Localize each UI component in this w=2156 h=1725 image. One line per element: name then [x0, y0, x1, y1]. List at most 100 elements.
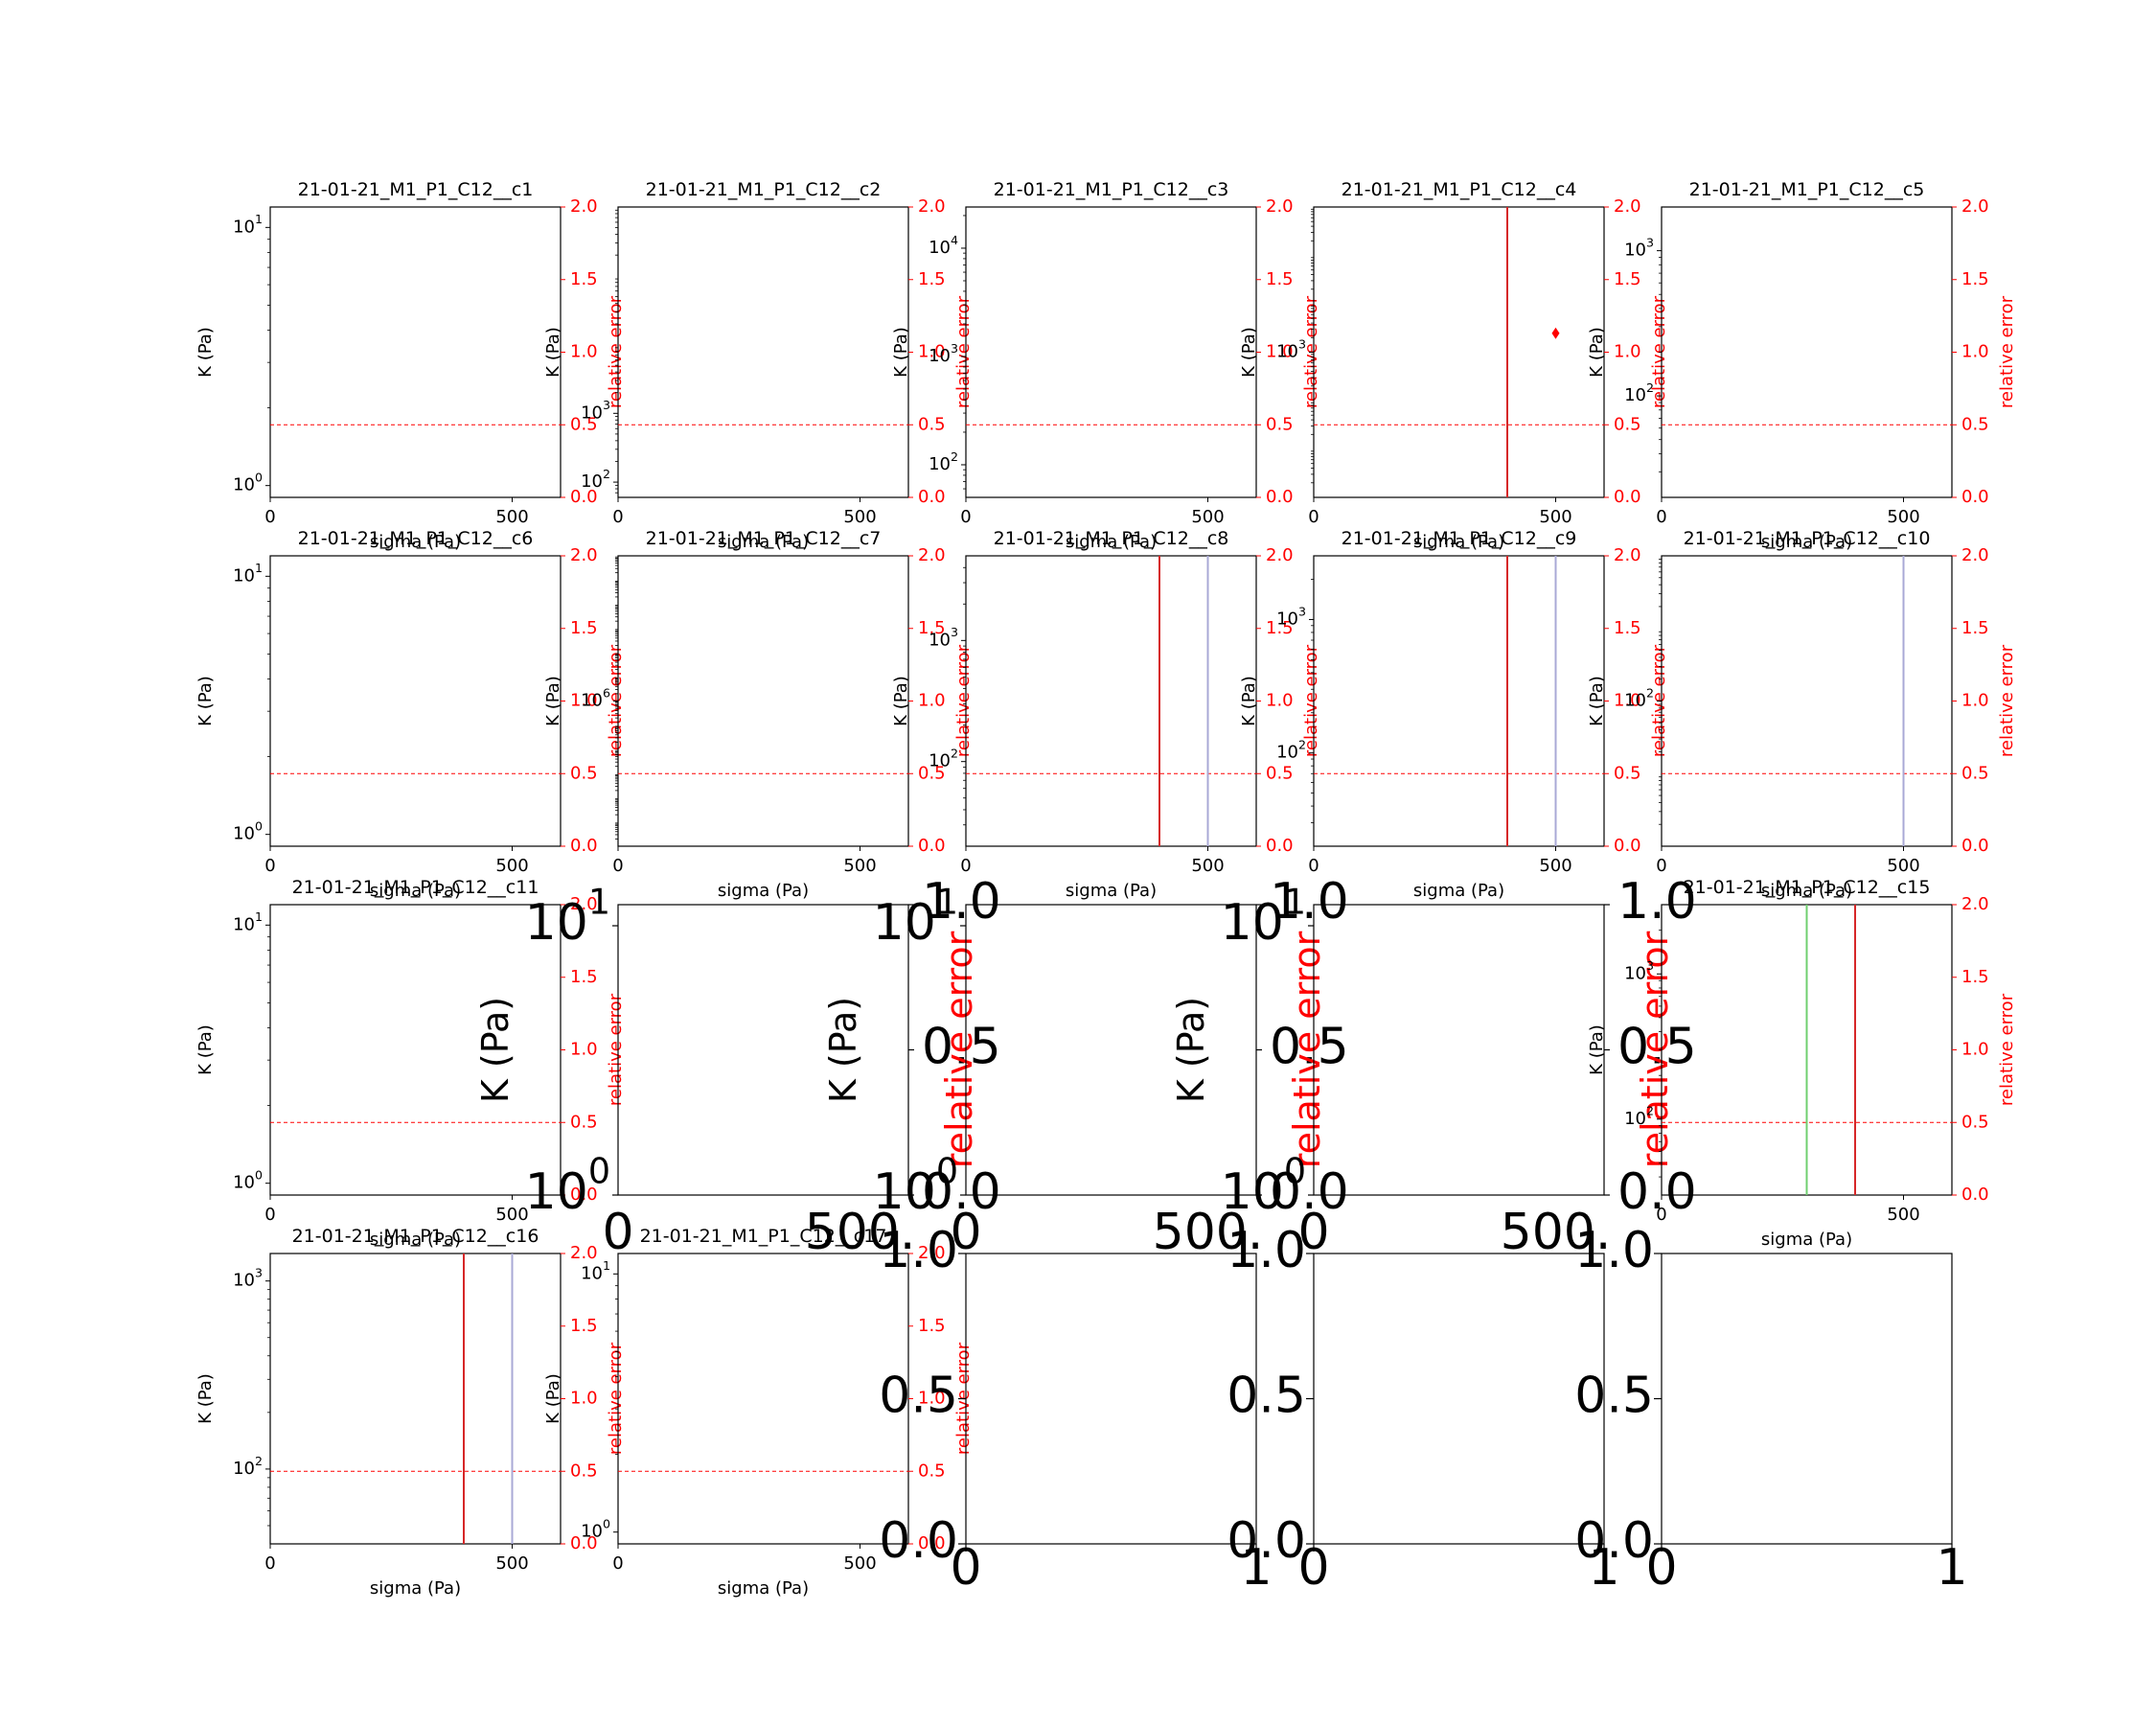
y2tick-label: 0.0 [1617, 1163, 1697, 1221]
subplot-title: 21-01-21_M1_P1_C12__c11 [292, 877, 539, 898]
y2tick-label: 1.5 [1614, 269, 1641, 289]
subplot-11: 21-01-21_M1_P1_C12__c11 100 101 K (Pa) 0.0 0.… [195, 877, 626, 1250]
axes-frame [965, 1253, 1257, 1545]
axes-frame [617, 1253, 909, 1545]
ytick-label: 1.0 [879, 1222, 958, 1279]
xtick-label: 500 [1191, 507, 1224, 527]
subplot-title: 21-01-21_M1_P1_C12__c17 [640, 1226, 887, 1247]
xtick-label: 1 [1240, 1539, 1272, 1597]
axes-frame [1661, 206, 1953, 498]
y2tick-label: 2.0 [918, 196, 946, 217]
y2tick-label: 0.5 [918, 1460, 946, 1481]
ytick-label: 102 [929, 746, 958, 771]
xtick-label: 500. [1153, 1204, 1264, 1261]
xtick-label: 500 [1887, 507, 1919, 527]
y2tick-label: 1.0 [918, 342, 946, 362]
y2tick-label: 2.0 [570, 196, 598, 217]
y2-axis-label: relative error [1286, 931, 1328, 1168]
xtick-label: 500 [495, 1205, 528, 1225]
y2-axis-label: relative error [1997, 644, 2017, 757]
y2tick-label: 0.5 [570, 414, 598, 434]
subplot-title: 21-01-21_M1_P1_C12__c5 [1689, 179, 1925, 200]
y2tick-label: 1.0 [918, 1389, 946, 1409]
xtick-label: 0 [1297, 1539, 1329, 1597]
y2tick-label: 0.5 [1961, 414, 1989, 434]
y2tick-label: 1.0 [1266, 342, 1294, 362]
y-axis-label: K (Pa) [543, 676, 563, 726]
y2tick-label: 1.0 [1961, 1040, 1989, 1060]
error-point [1551, 327, 1560, 339]
xtick-label: 0 [1656, 856, 1666, 876]
subplot-title: 21-01-21_M1_P1_C12__c8 [994, 528, 1229, 549]
y-axis-label: K (Pa) [195, 1024, 216, 1075]
y2tick-label: 2.0 [918, 1243, 946, 1263]
y2tick-label: 2.0 [1961, 196, 1989, 217]
xtick-label: 0 [264, 507, 275, 527]
x-axis-label: sigma (Pa) [1413, 881, 1504, 901]
subplot-3: 21-01-21_M1_P1_C12__c3 102 103 104 K (Pa) 0.0… [891, 179, 1321, 552]
y2tick-label: 0.5 [1270, 1019, 1349, 1076]
axes-frame [1313, 206, 1605, 498]
y-axis-label: K (Pa) [1239, 327, 1259, 378]
subplot-1: 21-01-21_M1_P1_C12__c1 100 101 K (Pa) 0.0 0.5… [195, 179, 626, 552]
y-axis-label: K (Pa) [195, 1373, 216, 1424]
ytick-label: 100 [581, 1516, 610, 1542]
y-axis-label: K (Pa) [474, 997, 516, 1103]
y2tick-label: 0.0 [1270, 1163, 1349, 1221]
subplot-18: 0.0 0.5 1.0 0 1 [879, 1222, 1272, 1597]
ytick-label: 101 [873, 881, 958, 952]
y2tick-label: 1.5 [1961, 967, 1989, 987]
y2tick-label: 0.5 [570, 763, 598, 783]
axes-frame [617, 206, 909, 498]
xtick-label: 0 [960, 856, 971, 876]
subplot-title: 21-01-21_M1_P1_C12__c15 [1684, 877, 1931, 898]
y2tick-label: 0.0 [1614, 487, 1641, 507]
y2tick-label: 0.5 [570, 1112, 598, 1132]
ytick-label: 103 [233, 1265, 263, 1291]
x-axis-label: sigma (Pa) [1066, 532, 1157, 552]
ytick-label: 101 [233, 909, 263, 935]
y2tick-label: 2.0 [570, 1243, 598, 1263]
xtick-label: 0 [1645, 1539, 1677, 1597]
axes-frame [269, 555, 562, 847]
y2tick-label: 0.0 [918, 1533, 946, 1553]
x-axis-label: sigma (Pa) [718, 1578, 809, 1598]
x-axis-label: sigma (Pa) [1066, 881, 1157, 901]
ytick-label: 102 [1276, 737, 1306, 763]
y2tick-label: 1.0 [1614, 691, 1641, 711]
ytick-label: 101 [525, 881, 610, 952]
x-axis-label: sigma (Pa) [718, 532, 809, 552]
y2tick-label: 0.0 [1961, 1184, 1989, 1205]
y-axis-label: K (Pa) [1170, 997, 1212, 1103]
subplot-15: 21-01-21_M1_P1_C12__c15 102 103 K (Pa) 0.0 0.… [1587, 877, 2017, 1250]
y2-axis-label: relative error [938, 931, 980, 1168]
ytick-label: 102 [1624, 1103, 1654, 1129]
ytick-label: 100 [873, 1150, 958, 1221]
y-axis-label: K (Pa) [1587, 676, 1607, 726]
y2-axis-label: relative error [606, 1342, 626, 1455]
y2tick-label: 1.5 [918, 269, 946, 289]
subplot-title: 21-01-21_M1_P1_C12__c16 [292, 1226, 539, 1247]
y2-axis-label: relative error [953, 295, 974, 408]
xtick-label: 0 [960, 507, 971, 527]
y2tick-label: 1.5 [1961, 269, 1989, 289]
ytick-label: 1.0 [1574, 1222, 1654, 1279]
xtick-label: 500 [1539, 507, 1571, 527]
y2-axis-label: relative error [953, 644, 974, 757]
x-axis-label: sigma (Pa) [370, 881, 461, 901]
axes-frame [1661, 1253, 1953, 1545]
y2tick-label: 1.5 [570, 618, 598, 638]
xtick-label: 0 [1308, 856, 1319, 876]
subplot-title: 21-01-21_M1_P1_C12__c7 [646, 528, 882, 549]
y2tick-label: 0.5 [1266, 414, 1294, 434]
y2-axis-label: relative error [1634, 931, 1676, 1168]
xtick-label: 500 [495, 507, 528, 527]
y2tick-label: 0.0 [918, 836, 946, 856]
xtick-label: 500 [495, 1553, 528, 1574]
subplot-17: 21-01-21_M1_P1_C12__c17 100 101 K (Pa) 0.0 0.… [543, 1226, 974, 1598]
x-axis-label: sigma (Pa) [370, 1230, 461, 1250]
xtick-label: 0 [950, 1539, 981, 1597]
ytick-label: 103 [1276, 336, 1306, 362]
y2tick-label: 1.5 [918, 618, 946, 638]
y-axis-label: K (Pa) [195, 676, 216, 726]
